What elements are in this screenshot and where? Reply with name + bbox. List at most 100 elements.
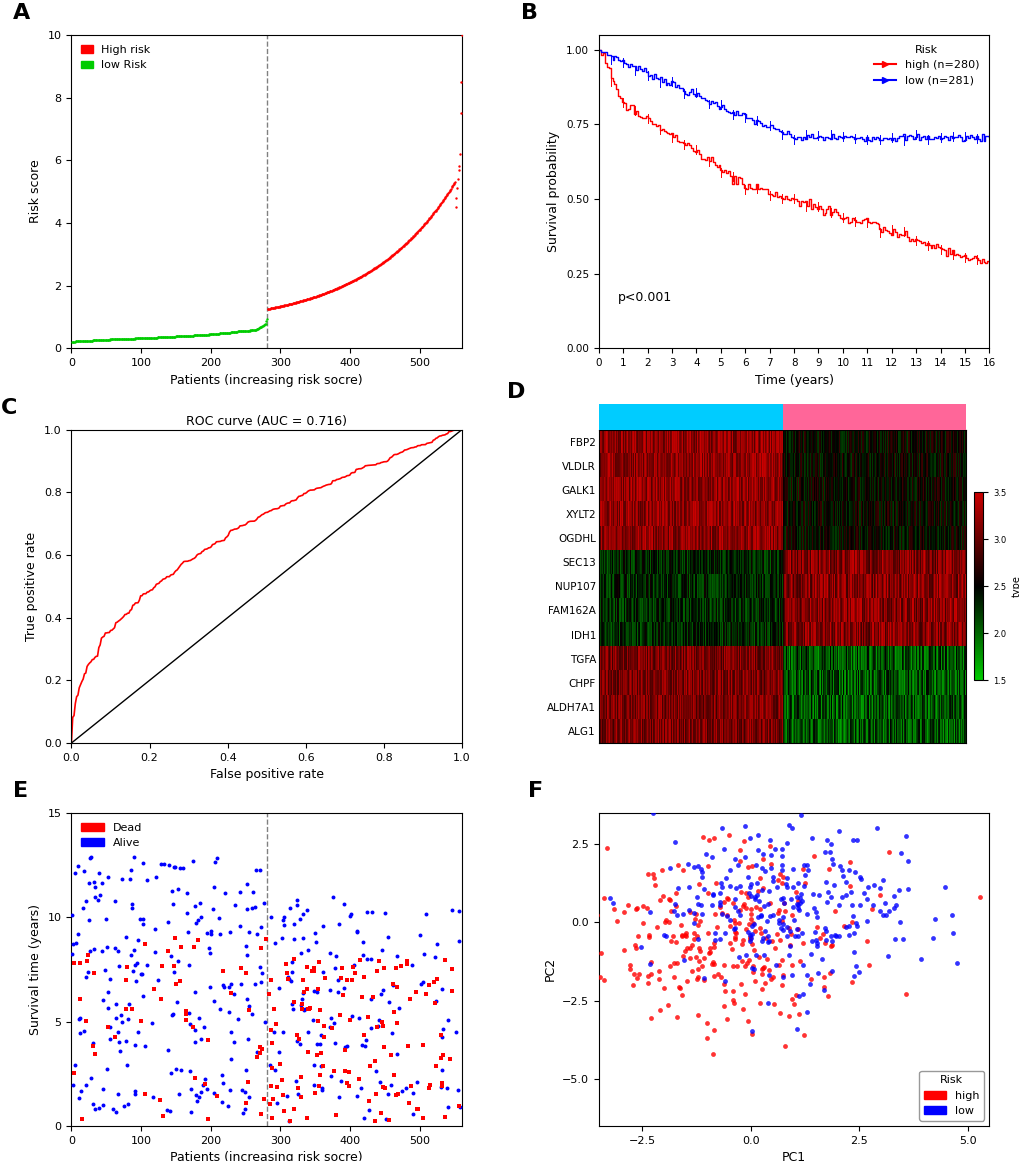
Point <box>823 850 840 868</box>
Point <box>383 1024 399 1043</box>
Point <box>397 233 414 252</box>
Point <box>668 1008 685 1026</box>
Point <box>376 252 392 271</box>
Point <box>879 946 896 965</box>
Point <box>203 325 219 344</box>
Point <box>733 975 749 994</box>
Point <box>734 896 750 915</box>
Point <box>771 918 788 937</box>
X-axis label: PC1: PC1 <box>782 1152 805 1161</box>
Point <box>232 322 249 340</box>
Point <box>899 852 915 871</box>
Point <box>326 1014 342 1032</box>
Point <box>450 1096 467 1115</box>
Point <box>596 889 612 908</box>
Point <box>762 859 779 878</box>
Point <box>395 236 412 254</box>
Point <box>447 197 464 216</box>
Point <box>354 267 370 286</box>
Point <box>774 968 791 987</box>
Point <box>845 923 861 942</box>
Point <box>233 322 250 340</box>
Point <box>288 1032 305 1051</box>
Point <box>217 324 233 342</box>
Point <box>687 910 703 929</box>
Point <box>640 925 656 944</box>
Point <box>372 1104 388 1123</box>
Point <box>236 1082 253 1101</box>
Point <box>201 325 217 344</box>
Point <box>648 917 664 936</box>
Point <box>273 929 289 947</box>
Point <box>417 214 433 232</box>
Point <box>667 884 684 902</box>
Point <box>252 1038 268 1057</box>
Point <box>285 930 302 949</box>
Point <box>117 971 133 989</box>
Point <box>140 956 156 974</box>
Point <box>353 267 369 286</box>
Point <box>221 1002 237 1021</box>
Point <box>892 844 908 863</box>
Point <box>758 911 774 930</box>
Point <box>257 315 273 333</box>
Point <box>124 330 141 348</box>
Point <box>181 326 198 345</box>
Point <box>256 316 272 334</box>
Point <box>206 1084 222 1103</box>
Point <box>268 1015 284 1033</box>
Point <box>843 882 859 901</box>
Point <box>770 914 787 932</box>
Point <box>676 951 692 969</box>
Point <box>212 1000 228 1018</box>
Point <box>750 892 766 910</box>
Point <box>185 851 202 870</box>
Point <box>127 330 144 348</box>
Point <box>751 994 767 1012</box>
Point <box>424 205 440 224</box>
Point <box>224 323 240 341</box>
Point <box>792 885 808 903</box>
Point <box>292 291 309 310</box>
Point <box>756 974 772 993</box>
Point <box>673 916 689 935</box>
Point <box>418 906 434 924</box>
Point <box>231 322 248 340</box>
Point <box>156 327 172 346</box>
Point <box>944 924 960 943</box>
Point <box>415 973 431 991</box>
Point <box>451 1097 468 1116</box>
Point <box>874 906 891 924</box>
Point <box>127 972 144 990</box>
Point <box>294 971 311 989</box>
Point <box>410 1099 426 1118</box>
Point <box>220 978 236 996</box>
Point <box>822 936 839 954</box>
Point <box>428 201 444 219</box>
Point <box>177 1002 194 1021</box>
Point <box>707 873 723 892</box>
Point <box>261 1095 277 1113</box>
Point <box>71 954 88 973</box>
Point <box>710 893 727 911</box>
Y-axis label: Survival probability: Survival probability <box>547 131 559 252</box>
Point <box>85 1033 101 1052</box>
Point <box>262 300 278 318</box>
Point <box>227 323 244 341</box>
Point <box>187 982 204 1001</box>
Point <box>412 219 428 238</box>
Point <box>72 332 89 351</box>
Point <box>329 982 345 1001</box>
Point <box>629 900 645 918</box>
Point <box>70 332 87 351</box>
Point <box>380 1084 396 1103</box>
Point <box>196 325 212 344</box>
Point <box>375 959 391 978</box>
Point <box>332 1072 348 1090</box>
Text: p<0.001: p<0.001 <box>618 291 672 304</box>
Point <box>733 952 749 971</box>
Point <box>282 972 299 990</box>
Point <box>264 298 280 317</box>
Point <box>788 1019 804 1038</box>
Point <box>263 1021 279 1039</box>
